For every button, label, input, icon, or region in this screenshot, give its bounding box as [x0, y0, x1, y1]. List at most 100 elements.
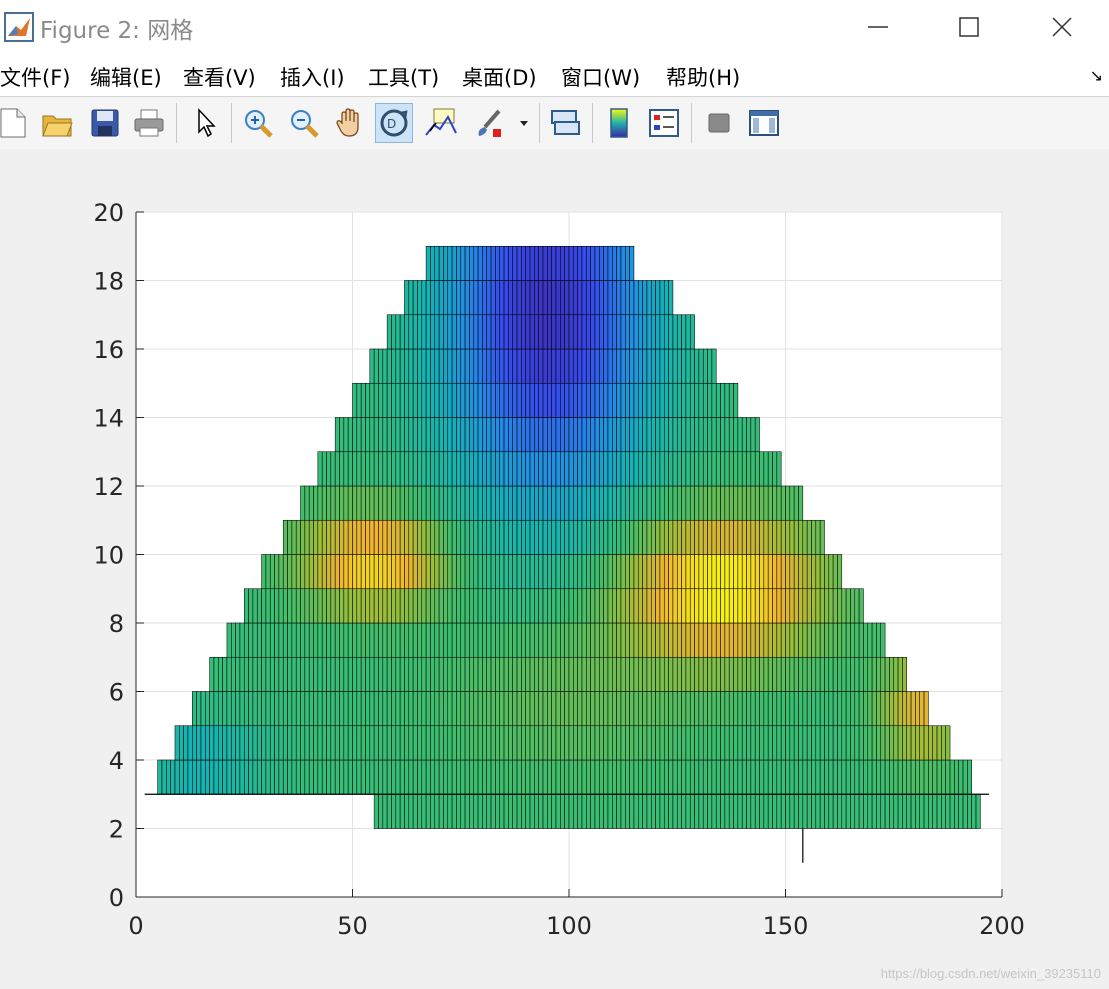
- mesh-cell: [590, 245, 596, 281]
- figure-canvas[interactable]: 0 50 100 150 200 0 2 4 6 8 10 12 14 16 18 20 https://bl…: [0, 149, 1109, 989]
- colorbar-button[interactable]: [600, 103, 638, 143]
- mesh-cell: [503, 656, 509, 692]
- menu-view[interactable]: 查看(V): [183, 66, 256, 90]
- zoom-out-button[interactable]: [285, 103, 323, 143]
- mesh-cell: [404, 348, 410, 384]
- pointer-button[interactable]: [187, 103, 225, 143]
- mesh-cell: [793, 519, 799, 555]
- zoom-in-button[interactable]: [239, 103, 277, 143]
- menu-edit[interactable]: 编辑(E): [90, 66, 162, 90]
- mesh-cell: [217, 691, 223, 727]
- mesh-cell: [646, 519, 652, 555]
- mesh-cell: [295, 519, 301, 555]
- menu-help[interactable]: 帮助(H): [666, 66, 741, 90]
- mesh-cell: [884, 725, 890, 761]
- mesh-cell: [205, 691, 210, 727]
- maximize-button[interactable]: [923, 0, 1015, 54]
- mesh-cell: [763, 793, 769, 829]
- hide-plot-tools-button[interactable]: [700, 103, 738, 143]
- mesh-cell: [586, 554, 591, 590]
- legend-button[interactable]: [645, 103, 683, 143]
- mesh-cell: [373, 451, 379, 487]
- mesh-cell: [798, 793, 804, 829]
- mesh-cell: [941, 793, 946, 829]
- y-tick-label: 12: [93, 473, 124, 501]
- mesh-cell: [863, 725, 869, 761]
- mesh-cell: [707, 725, 713, 761]
- print-button[interactable]: [130, 103, 168, 143]
- mesh-cell: [754, 622, 760, 658]
- mesh-cell: [815, 725, 821, 761]
- mesh-cell: [789, 656, 795, 692]
- minimize-button[interactable]: [832, 0, 924, 54]
- mesh-cell: [408, 417, 414, 453]
- mesh-cell: [685, 691, 691, 727]
- show-plot-tools-button[interactable]: [745, 103, 783, 143]
- mesh-cell: [577, 451, 583, 487]
- mesh-cell: [508, 451, 513, 487]
- mesh-cell: [538, 588, 544, 624]
- dock-arrow-icon[interactable]: ↘: [1089, 66, 1103, 85]
- mesh-cell: [516, 519, 522, 555]
- mesh-cell: [347, 588, 353, 624]
- menu-tools[interactable]: 工具(T): [368, 66, 440, 90]
- mesh-cell: [205, 725, 210, 761]
- mesh-cell: [555, 793, 561, 829]
- mesh-cell: [334, 656, 340, 692]
- menu-insert[interactable]: 插入(I): [280, 66, 345, 90]
- mesh-cell: [473, 622, 479, 658]
- mesh-cell: [356, 588, 362, 624]
- mesh-cell: [486, 691, 492, 727]
- mesh-cell: [287, 519, 293, 555]
- link-plot-button[interactable]: [546, 103, 584, 143]
- mesh-cell: [408, 348, 414, 384]
- mesh-cell: [378, 485, 384, 521]
- mesh-cell: [599, 554, 604, 590]
- mesh-cell: [360, 382, 366, 418]
- rotate-3d-button[interactable]: D: [375, 103, 413, 143]
- mesh-cell: [560, 382, 565, 418]
- mesh-cell: [473, 519, 479, 555]
- mesh-cell: [269, 622, 275, 658]
- mesh-cell: [612, 348, 617, 384]
- open-file-button[interactable]: [38, 103, 76, 143]
- mesh-cell: [447, 417, 453, 453]
- brush-dropdown[interactable]: [512, 103, 536, 143]
- mesh-cell: [503, 588, 509, 624]
- mesh-cell: [334, 759, 340, 795]
- mesh-cell: [512, 759, 518, 795]
- mesh-cell: [382, 348, 388, 384]
- mesh-cell: [819, 691, 825, 727]
- mesh-cell: [702, 417, 708, 453]
- mesh-cell: [659, 417, 665, 453]
- mesh-cell: [196, 725, 202, 761]
- mesh-cell: [417, 348, 423, 384]
- mesh-cell: [646, 417, 652, 453]
- mesh-cell: [521, 691, 526, 727]
- mesh-cell: [438, 519, 444, 555]
- mesh-cell: [456, 451, 462, 487]
- mesh-cell: [573, 691, 578, 727]
- new-figure-button[interactable]: [0, 103, 32, 143]
- mesh-cell: [573, 451, 578, 487]
- mesh-cell: [438, 348, 444, 384]
- brush-button[interactable]: [470, 103, 508, 143]
- mesh-cell: [451, 588, 457, 624]
- mesh-cell: [464, 451, 470, 487]
- menu-file[interactable]: 文件(F): [0, 66, 71, 90]
- mesh-cell: [482, 382, 488, 418]
- mesh-cell: [352, 485, 358, 521]
- mesh-cell: [456, 793, 462, 829]
- pan-button[interactable]: [331, 103, 369, 143]
- mesh-cell: [728, 519, 734, 555]
- mesh-cell: [711, 793, 717, 829]
- data-cursor-button[interactable]: [422, 103, 460, 143]
- save-button[interactable]: [86, 103, 124, 143]
- menu-desktop[interactable]: 桌面(D): [462, 66, 537, 90]
- menu-window[interactable]: 窗口(W): [561, 66, 641, 90]
- mesh-cell: [269, 588, 275, 624]
- mesh-cell: [720, 725, 726, 761]
- mesh-cell: [443, 554, 449, 590]
- close-button[interactable]: [1016, 0, 1108, 54]
